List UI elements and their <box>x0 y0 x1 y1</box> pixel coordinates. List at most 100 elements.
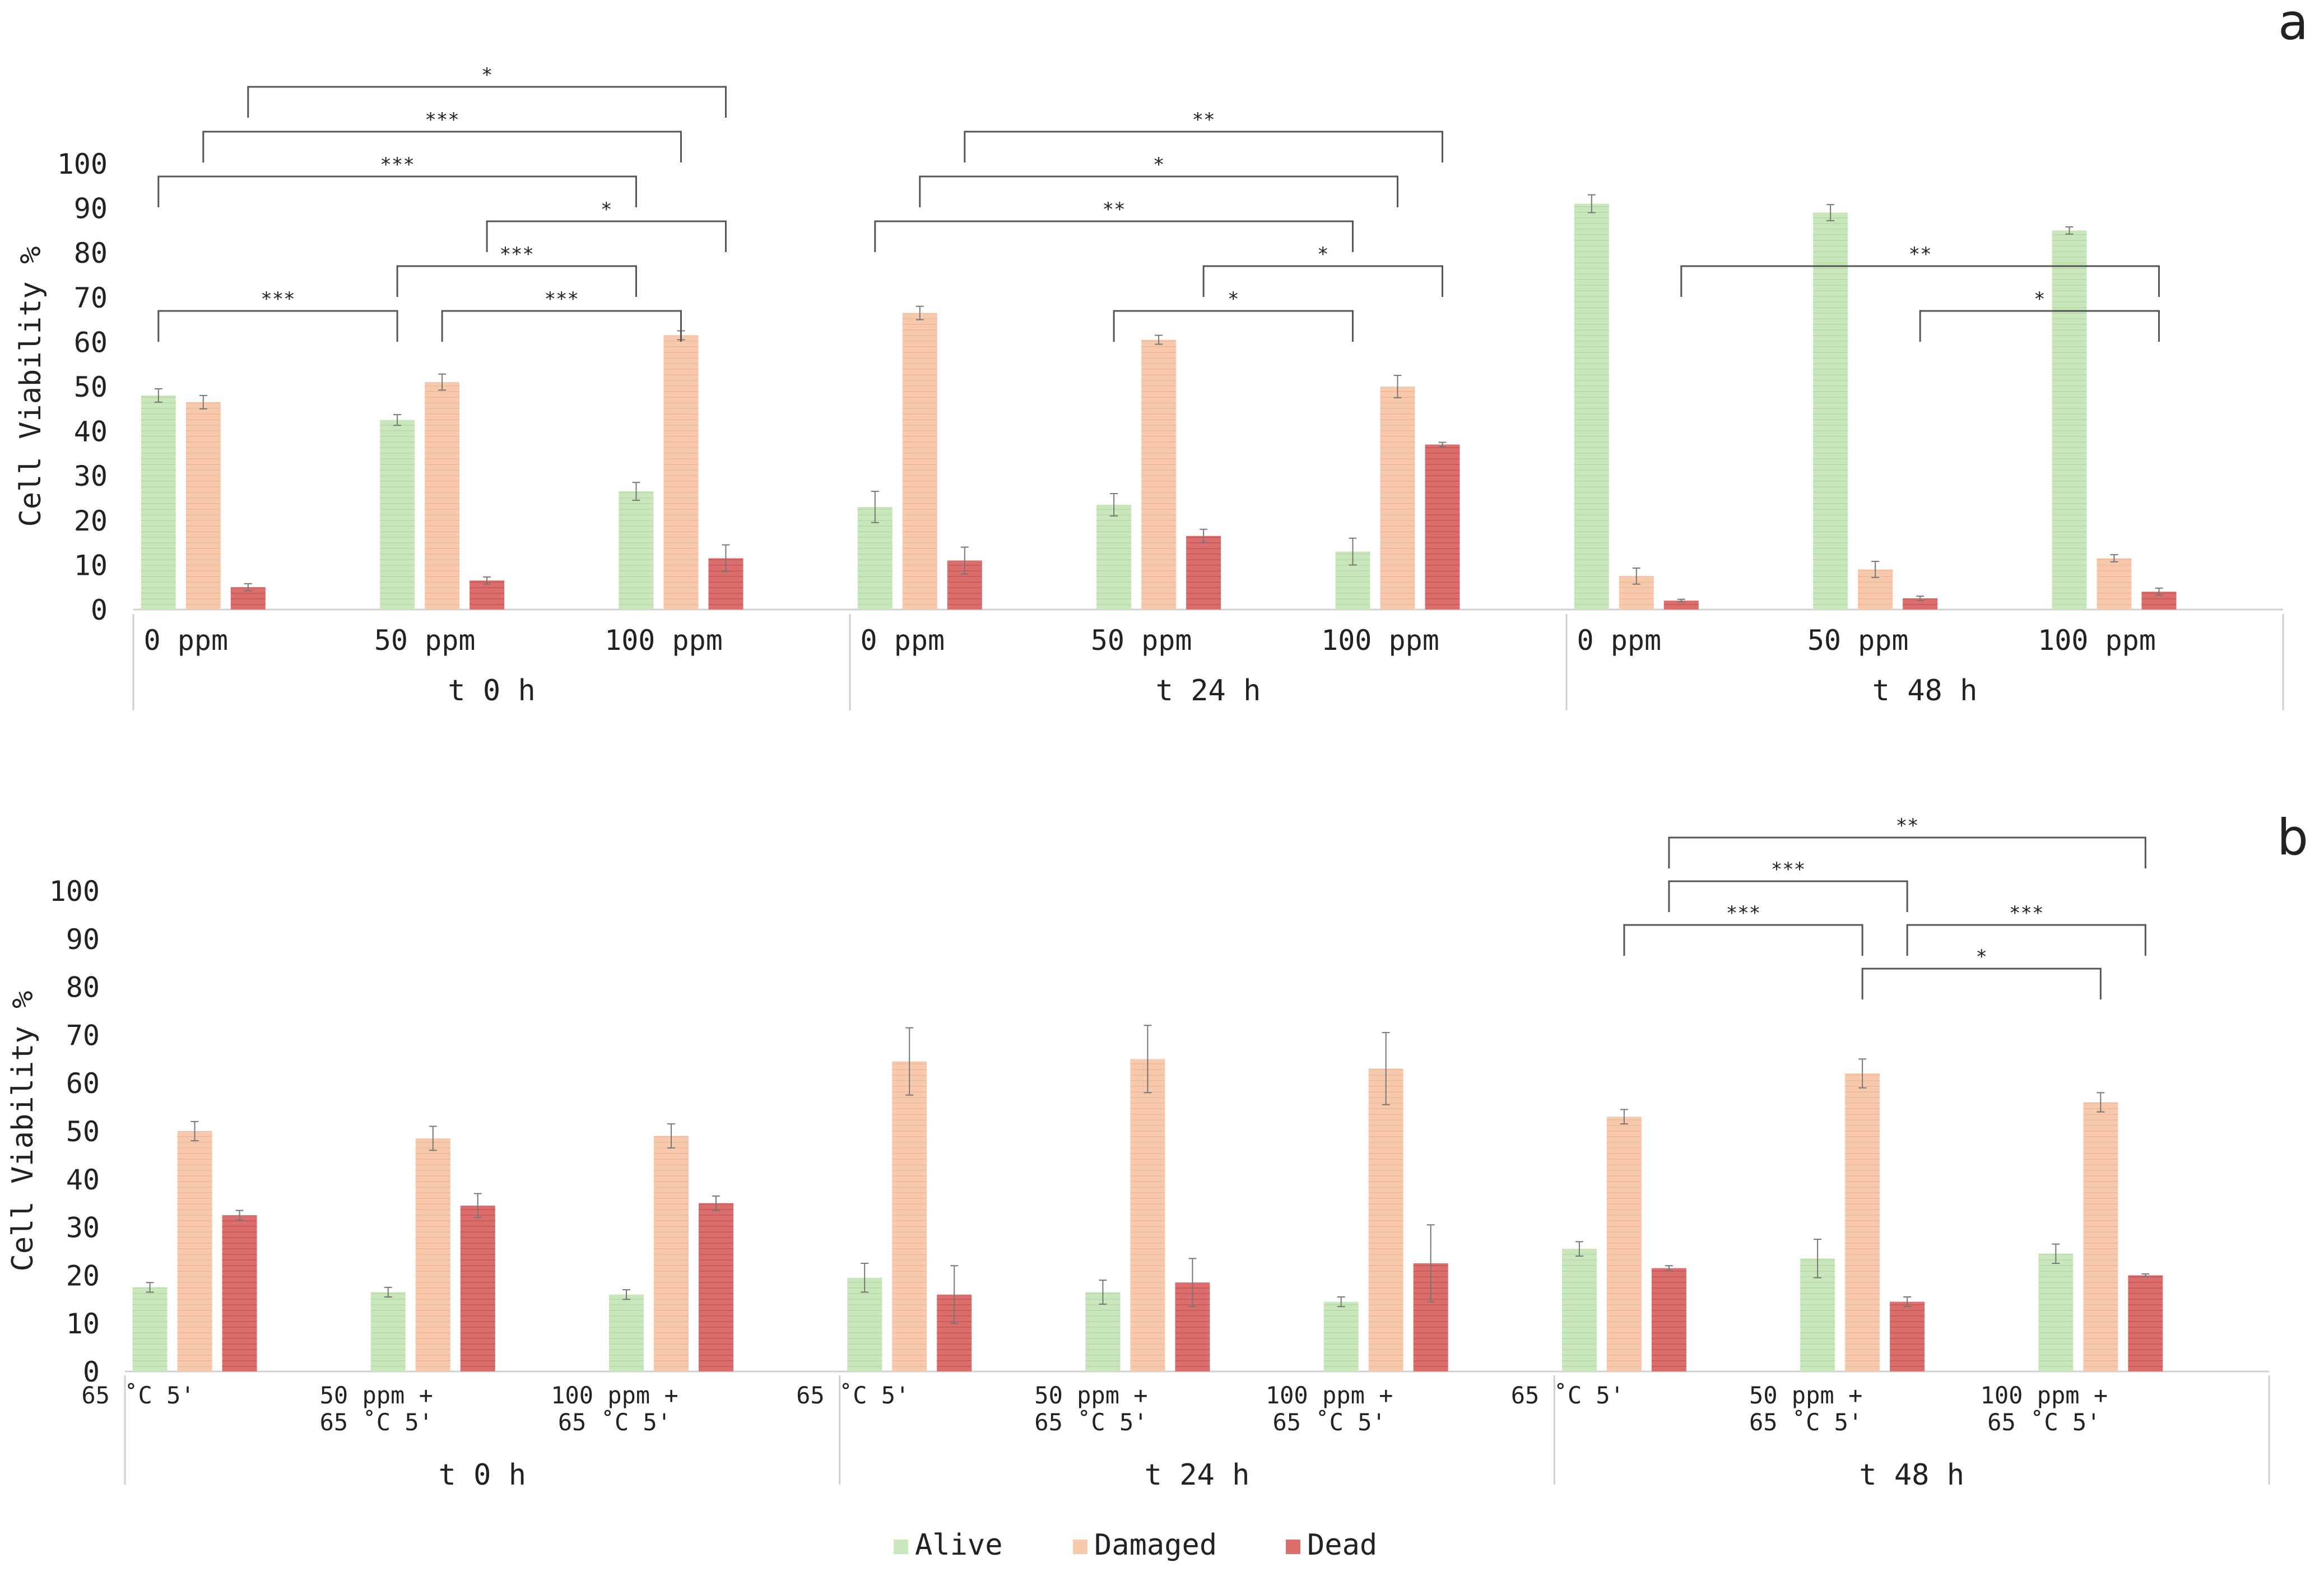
significance-label: *** <box>1771 858 1805 881</box>
time-group-label: t 0 h <box>448 674 536 708</box>
bar-dead <box>470 580 505 610</box>
bar-damaged <box>1606 1117 1642 1371</box>
significance-bracket <box>441 310 682 342</box>
significance-bracket <box>1668 836 2146 868</box>
significance-label: ** <box>1192 109 1215 131</box>
panel-a: a Cell Viability % 0 10 20 30 40 50 60 70 80 90 100 t… <box>14 0 2308 710</box>
category-label: 65 ˚C 5' <box>1034 1408 1147 1436</box>
legend-label-dead: Dead <box>1307 1528 1377 1562</box>
category-label: 65 ˚C 5' <box>81 1382 194 1409</box>
significance-label: *** <box>1726 902 1760 924</box>
bar-dead <box>1903 598 1938 610</box>
panel-b: b Cell Viability % 0 10 20 30 40 50 60 70 80 90 100 t… <box>6 808 2308 1492</box>
bar-alive <box>2038 1253 2074 1371</box>
bar-alive <box>1574 203 1609 610</box>
bar-damaged <box>425 382 460 610</box>
significance-label: *** <box>2009 902 2043 924</box>
y-tick-label: 90 <box>74 193 108 225</box>
bar-alive <box>1323 1301 1359 1371</box>
bar-damaged <box>1845 1073 1880 1371</box>
legend-label-alive: Alive <box>915 1528 1003 1562</box>
bar-dead <box>1425 444 1460 610</box>
significance-bracket <box>1861 968 2102 999</box>
y-tick-label: 30 <box>66 1212 100 1244</box>
category-label: 65 ˚C 5' <box>1987 1408 2100 1436</box>
category-label: 100 ppm <box>605 624 723 657</box>
bar-alive <box>1561 1249 1597 1371</box>
bar-dead <box>1651 1268 1686 1371</box>
bar-damaged <box>1141 340 1177 610</box>
bar-alive <box>380 420 415 610</box>
panel-letter: b <box>2277 808 2308 866</box>
significance-bracket <box>247 86 727 118</box>
bar-damaged <box>1380 387 1415 610</box>
significance-bracket <box>486 220 727 252</box>
category-label: 65 ˚C 5' <box>1749 1408 1862 1436</box>
bar-dead <box>1663 601 1699 610</box>
bar-dead <box>2128 1275 2163 1371</box>
significance-bracket <box>1668 880 1908 912</box>
time-group-label: t 48 h <box>1859 1458 1964 1492</box>
y-tick-label: 60 <box>66 1067 100 1100</box>
bar-alive <box>132 1287 168 1371</box>
y-tick-label: 20 <box>74 505 108 537</box>
category-label: 50 ppm + <box>1034 1382 1147 1409</box>
bar-dead <box>222 1215 257 1371</box>
time-group-label: t 48 h <box>1872 674 1978 708</box>
bar-damaged <box>1130 1059 1165 1371</box>
bar-alive <box>141 395 176 610</box>
significance-label: *** <box>545 288 579 310</box>
time-group-label: t 24 h <box>1145 1458 1250 1492</box>
category-label: 0 ppm <box>1577 624 1662 657</box>
significance-bracket <box>202 131 682 162</box>
y-tick-label: 70 <box>74 282 108 314</box>
bar-alive <box>1096 504 1132 610</box>
bar-alive <box>847 1277 882 1371</box>
significance-bracket <box>874 220 1354 252</box>
y-tick-label: 0 <box>91 594 108 626</box>
y-tick-label: 10 <box>66 1308 100 1340</box>
y-tick-label: 100 <box>57 148 108 180</box>
bar-damaged <box>653 1136 689 1371</box>
y-tick-label: 20 <box>66 1259 100 1292</box>
significance-label: ** <box>1896 815 1919 837</box>
y-tick-label: 0 <box>83 1356 100 1388</box>
y-tick-label: 50 <box>74 371 108 403</box>
y-tick-label: 30 <box>74 460 108 492</box>
y-tick-label: 80 <box>66 971 100 1004</box>
category-label: 65 ˚C 5' <box>558 1408 671 1436</box>
significance-label: * <box>2034 288 2045 310</box>
legend: Alive Damaged Dead <box>894 1528 1377 1562</box>
significance-label: * <box>1228 288 1239 310</box>
bar-alive <box>370 1292 406 1371</box>
category-label: 50 ppm <box>1091 624 1192 657</box>
y-tick-label: 60 <box>74 326 108 359</box>
significance-bracket <box>964 131 1443 162</box>
category-label: 100 ppm + <box>551 1382 678 1409</box>
y-tick-label: 100 <box>49 875 100 908</box>
significance-label: *** <box>500 243 534 266</box>
bar-damaged <box>185 402 221 610</box>
bar-alive <box>1813 212 1848 610</box>
y-tick-label: 70 <box>66 1019 100 1052</box>
category-label: 100 ppm + <box>1266 1382 1393 1409</box>
significance-bracket <box>1113 310 1354 342</box>
y-tick-label: 10 <box>74 549 108 582</box>
category-label: 65 ˚C 5' <box>1273 1408 1386 1436</box>
bar-dead <box>1890 1301 1925 1371</box>
significance-bracket <box>1906 924 2146 956</box>
category-label: 65 ˚C 5' <box>796 1382 909 1409</box>
category-label: 50 ppm + <box>1749 1382 1862 1409</box>
significance-bracket <box>1680 265 2160 297</box>
category-label: 65 ˚C 5' <box>320 1408 433 1436</box>
bar-dead <box>1186 536 1221 610</box>
significance-bracket <box>157 310 398 342</box>
bar-alive <box>619 491 654 610</box>
y-axis-title: Cell Viability % <box>6 991 40 1272</box>
significance-label: *** <box>425 109 459 131</box>
significance-label: *** <box>261 288 295 310</box>
category-label: 50 ppm <box>1807 624 1909 657</box>
significance-bracket <box>396 265 637 297</box>
panel-letter: a <box>2278 0 2308 51</box>
